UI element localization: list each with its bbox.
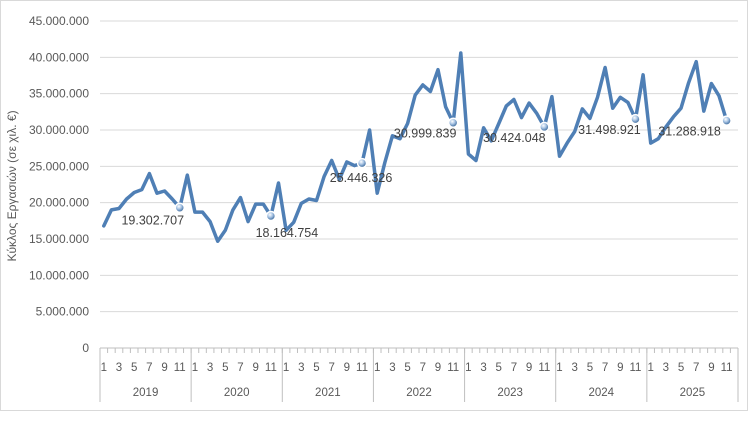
data-label: 31.288.918: [658, 125, 721, 139]
month-tick-label: 1: [556, 362, 562, 374]
month-tick-label: 7: [328, 362, 334, 374]
y-tick-label: 35.000.000: [29, 87, 89, 101]
month-tick-label: 11: [629, 362, 641, 374]
month-tick-label: 7: [146, 362, 152, 374]
month-tick-label: 1: [374, 362, 380, 374]
month-tick-label: 1: [283, 362, 289, 374]
data-point-marker: [539, 121, 550, 133]
month-tick-label: 3: [389, 362, 395, 374]
chart-frame: [0, 0, 748, 411]
y-tick-label: 40.000.000: [29, 50, 89, 64]
month-tick-label: 9: [617, 362, 623, 374]
y-tick-label: 0: [82, 341, 89, 355]
data-label: 30.999.839: [394, 127, 457, 141]
year-label: 2023: [497, 387, 523, 399]
month-tick-label: 1: [101, 362, 107, 374]
data-label: 25.446.326: [330, 171, 393, 185]
month-tick-label: 5: [222, 362, 228, 374]
month-tick-label: 9: [708, 362, 714, 374]
y-axis-label: Κύκλος Εργασιών (σε χιλ. €): [5, 110, 19, 261]
data-labels: 19.302.707 18.164.754 25.446.326 30.999.839…: [121, 123, 720, 240]
month-tick-label: 11: [174, 362, 186, 374]
month-tick-label: 9: [526, 362, 532, 374]
y-tick-label: 5.000.000: [36, 305, 90, 319]
data-label: 18.164.754: [256, 226, 319, 240]
year-label: 2022: [406, 387, 432, 399]
data-point-markers: [174, 113, 732, 222]
month-tick-label: 3: [116, 362, 122, 374]
month-tick-label: 3: [663, 362, 669, 374]
y-axis-ticks: 0 5.000.000 10.000.000 15.000.000 20.000.000…: [29, 14, 89, 355]
month-tick-label: 7: [602, 362, 608, 374]
data-point-marker: [721, 115, 732, 126]
series-line: [102, 51, 729, 243]
year-label: 2021: [315, 387, 341, 399]
data-point-marker: [630, 113, 641, 125]
month-tick-label: 1: [192, 362, 198, 374]
month-tick-label: 5: [496, 362, 502, 374]
series-polyline: [102, 51, 729, 243]
data-point-marker: [265, 210, 277, 222]
data-point-marker: [447, 117, 459, 128]
month-tick-label: 5: [587, 362, 593, 374]
month-tick-label: 9: [344, 362, 350, 374]
month-tick-label: 3: [207, 362, 213, 374]
month-tick-label: 5: [678, 362, 684, 374]
month-tick-label: 11: [356, 362, 368, 374]
y-tick-label: 10.000.000: [29, 268, 89, 282]
year-label: 2024: [588, 387, 614, 399]
y-tick-label: 15.000.000: [29, 232, 89, 246]
month-tick-label: 11: [265, 362, 277, 374]
month-tick-label: 3: [480, 362, 486, 374]
month-tick-label: 7: [511, 362, 517, 374]
year-label: 2020: [224, 387, 250, 399]
y-tick-label: 45.000.000: [29, 14, 89, 28]
y-tick-label: 20.000.000: [29, 196, 89, 210]
gridlines: [100, 20, 738, 313]
data-label: 19.302.707: [121, 214, 184, 228]
y-tick-label: 25.000.000: [29, 159, 89, 173]
month-tick-label: 5: [313, 362, 319, 374]
data-point-marker: [356, 157, 368, 169]
month-tick-label: 7: [693, 362, 699, 374]
data-label: 30.424.048: [483, 131, 546, 145]
month-tick-label: 3: [571, 362, 577, 374]
month-tick-label: 11: [447, 362, 459, 374]
year-label: 2025: [680, 387, 706, 399]
month-tick-label: 9: [161, 362, 167, 374]
month-tick-label: 7: [237, 362, 243, 374]
month-tick-label: 11: [721, 362, 733, 374]
month-tick-label: 1: [465, 362, 471, 374]
y-tick-label: 30.000.000: [29, 123, 89, 137]
month-tick-label: 9: [435, 362, 441, 374]
month-tick-label: 11: [538, 362, 550, 374]
month-tick-label: 5: [131, 362, 137, 374]
year-label: 2019: [133, 387, 159, 399]
x-axis: 1 3 5 7 9 11 1 3 5 7 9 11 1 3 5 7 9 11 1 3 5 7 9 11 1 3 5 7 9 11 1 3 5 7 9…: [99, 347, 739, 402]
month-tick-label: 5: [404, 362, 410, 374]
data-label: 31.498.921: [578, 123, 641, 137]
month-tick-label: 1: [647, 362, 653, 374]
month-tick-label: 7: [420, 362, 426, 374]
month-tick-label: 3: [298, 362, 304, 374]
month-tick-label: 9: [252, 362, 258, 374]
data-point-marker: [174, 202, 185, 213]
